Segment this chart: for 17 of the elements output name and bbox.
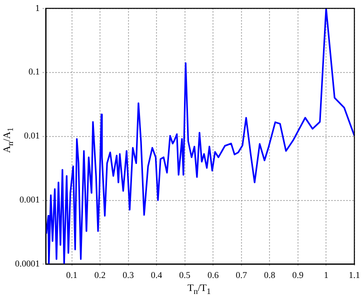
y-tick-label: 0.1	[28, 66, 40, 77]
y-tick-label: 0.001	[20, 194, 40, 205]
x-tick-label: 0.4	[150, 270, 163, 280]
x-tick-label: 0.5	[179, 270, 191, 280]
y-tick-label: 0.01	[24, 130, 40, 141]
y-tick-label: 0.0001	[15, 258, 40, 269]
y-tick-label: 1	[35, 2, 40, 13]
x-tick-label: 0.9	[292, 270, 304, 280]
x-tick-label: 0.6	[207, 270, 220, 280]
x-tick-label: 0.3	[122, 270, 134, 280]
x-tick-label: 1	[324, 270, 328, 280]
x-tick-label: 1.1	[348, 270, 360, 280]
x-tick-label: 0.1	[66, 270, 78, 280]
x-tick-label: 0.2	[94, 270, 106, 280]
x-axis-title: T$_{n}$/T$_{1}$	[188, 283, 211, 296]
x-tick-label: 0.8	[264, 270, 276, 280]
x-tick-label: 0.7	[236, 270, 248, 280]
